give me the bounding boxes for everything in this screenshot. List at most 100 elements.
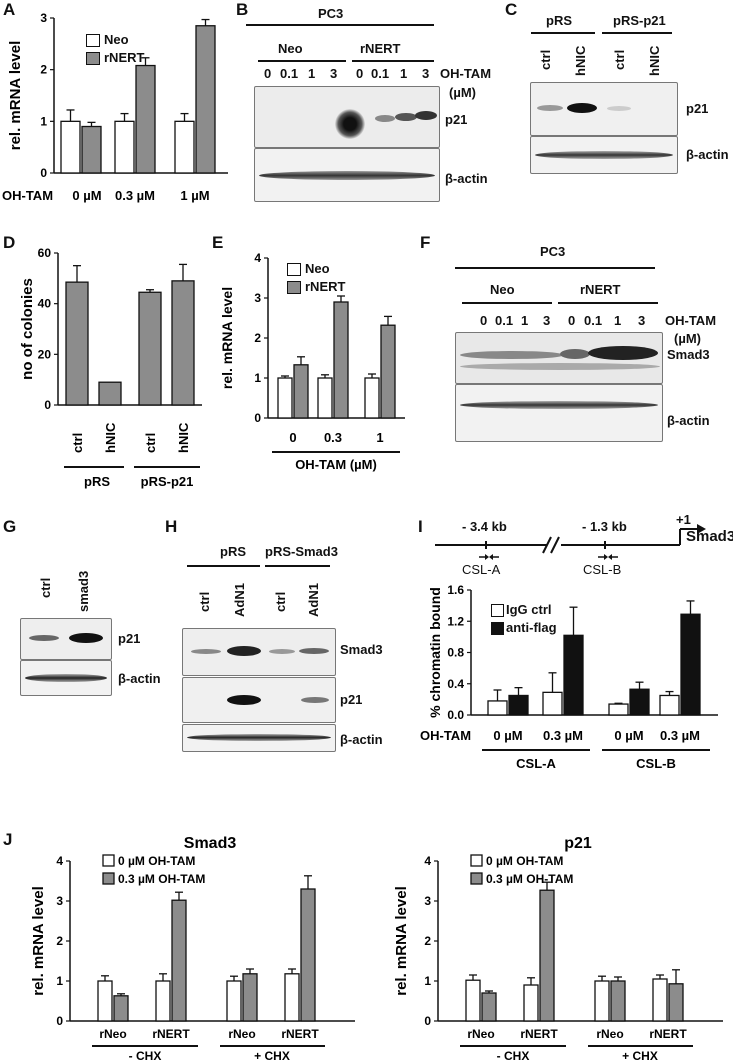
a-xlabel-0: 0 µM bbox=[72, 188, 101, 203]
h-blot-smad3 bbox=[182, 628, 336, 676]
e-neo-0-bar bbox=[277, 377, 293, 419]
panel-label-f: F bbox=[420, 233, 431, 252]
e-legend-swatch-rnert bbox=[287, 281, 301, 294]
i-igg-1-bar bbox=[542, 691, 563, 716]
c-label-actin: β-actin bbox=[686, 147, 729, 162]
c-blot-actin bbox=[530, 136, 678, 174]
j2-oh0-3-bar bbox=[652, 978, 668, 1022]
f-blot-actin bbox=[455, 384, 663, 442]
j2-ytick-label-1: 1 bbox=[424, 974, 431, 988]
panel-label-g: G bbox=[3, 517, 17, 536]
h-lane-ctrl-1: ctrl bbox=[197, 591, 212, 612]
h-label-smad3: Smad3 bbox=[340, 642, 383, 657]
i-antiflag-1-bar bbox=[563, 634, 584, 716]
a-xlabel-1: 0.3 µM bbox=[115, 188, 155, 203]
d-xlabel-1: hNIC bbox=[103, 422, 118, 453]
a-neo-1-bar bbox=[114, 120, 135, 174]
j1-legend-0: 0 µM OH-TAM bbox=[118, 854, 195, 868]
e-rnert-1-bar bbox=[333, 301, 349, 419]
h-prs-line bbox=[187, 565, 260, 567]
g-lane-smad3: smad3 bbox=[76, 570, 91, 612]
f-dose-01a: 0.1 bbox=[495, 313, 514, 328]
j1-legend-swatch-1 bbox=[102, 872, 115, 885]
i-gene-smad3: Smad3 bbox=[686, 528, 733, 545]
i-cslb-site: CSL-B bbox=[583, 562, 622, 577]
e-neo-2-bar bbox=[364, 377, 380, 419]
j2-oh03-1-bar bbox=[539, 889, 555, 1022]
j2-oh03-2-bar bbox=[610, 980, 626, 1022]
panel-label-i: I bbox=[418, 517, 423, 536]
h-label-p21: p21 bbox=[340, 692, 363, 707]
b-um: (µM) bbox=[449, 85, 476, 100]
h-lane-adn1-2: AdN1 bbox=[306, 583, 321, 617]
a-ytick-label-3: 3 bbox=[40, 11, 47, 25]
i-primer-arrows-b bbox=[598, 554, 618, 560]
j2-oh03-0-bar bbox=[481, 992, 497, 1022]
j1-group-mchx: - CHX bbox=[129, 1049, 162, 1062]
e-ylabel: rel. mRNA level bbox=[219, 287, 235, 389]
j1-ytick-label-4: 4 bbox=[56, 854, 63, 868]
j1-oh0-1-bar bbox=[155, 980, 171, 1022]
chart-j-smad3: 0 1 2 3 4 rel. mRNA level Smad3 rNeo rNERT rNeo rN… bbox=[30, 835, 355, 1062]
e-rnert-2-bar bbox=[380, 324, 396, 419]
e-ytick-label-2: 2 bbox=[254, 331, 261, 345]
c-lane-ctrl-2: ctrl bbox=[612, 49, 627, 70]
d-group-prsp21: pRS-p21 bbox=[141, 474, 194, 489]
j1-oh03-1-bar bbox=[171, 899, 187, 1022]
b-label-p21: p21 bbox=[445, 112, 468, 127]
d-ytick-label-0: 0 bbox=[44, 398, 51, 412]
i-antiflag-3-bar bbox=[680, 613, 701, 716]
c-lane-ctrl-1: ctrl bbox=[538, 49, 553, 70]
e-ytick-label-4: 4 bbox=[254, 251, 261, 265]
g-label-p21: p21 bbox=[118, 631, 141, 646]
f-ohtam: OH-TAM bbox=[665, 313, 717, 328]
d-xlabel-0: ctrl bbox=[70, 433, 85, 453]
f-rnert-line bbox=[558, 302, 658, 304]
b-group-rnert: rNERT bbox=[360, 41, 401, 56]
c-group-prs: pRS bbox=[546, 13, 572, 28]
i-ytick-label-3: 1.2 bbox=[447, 614, 464, 628]
j2-oh0-0-bar bbox=[465, 979, 481, 1022]
chart-i: 0.0 0.4 0.8 1.2 1.6 % chromatin bound 0 µM 0.3 … bbox=[420, 583, 718, 771]
j2-title: p21 bbox=[564, 835, 592, 852]
e-legend-swatch-neo bbox=[287, 263, 301, 276]
j2-legend-swatch-0 bbox=[470, 854, 483, 867]
d-1-bar bbox=[98, 381, 122, 406]
panel-label-b: B bbox=[236, 0, 249, 19]
b-blot-p21 bbox=[254, 86, 440, 148]
g-lane-ctrl: ctrl bbox=[38, 577, 53, 598]
h-label-actin: β-actin bbox=[340, 732, 383, 747]
a-legend-rnert: rNERT bbox=[104, 50, 145, 65]
j1-oh0-0-bar bbox=[97, 980, 113, 1022]
e-xlabel-2: 1 bbox=[376, 430, 383, 445]
i-csla-site: CSL-A bbox=[462, 562, 501, 577]
b-label-actin: β-actin bbox=[445, 171, 488, 186]
b-dose-3b: 3 bbox=[422, 66, 430, 81]
f-neo-line bbox=[462, 302, 552, 304]
j2-oh0-2-bar bbox=[594, 980, 610, 1022]
j1-title: Smad3 bbox=[184, 835, 237, 852]
b-dose-1b: 1 bbox=[400, 66, 408, 81]
a-legend-swatch-rnert bbox=[86, 52, 100, 65]
b-blot-actin bbox=[254, 148, 440, 202]
j2-ylabel: rel. mRNA level bbox=[393, 886, 410, 996]
i-ytick-label-0: 0.0 bbox=[447, 708, 464, 722]
j1-xlabel-0: rNeo bbox=[99, 1027, 126, 1041]
d-xlabel-2: ctrl bbox=[143, 433, 158, 453]
j1-xlabel-3: rNERT bbox=[281, 1027, 319, 1041]
j1-xlabel-1: rNERT bbox=[152, 1027, 190, 1041]
a-ytick-label-0: 0 bbox=[40, 166, 47, 180]
h-lane-ctrl-2: ctrl bbox=[273, 591, 288, 612]
d-ylabel: no of colonies bbox=[19, 278, 36, 380]
chart-j-p21: 0 1 2 3 4 rel. mRNA level p21 rNeo rNERT rNeo rNER… bbox=[393, 835, 723, 1062]
a-neo-2-bar bbox=[174, 120, 195, 174]
f-dose-0b: 0 bbox=[568, 313, 576, 328]
panel-label-d: D bbox=[3, 233, 16, 252]
f-cell-line: PC3 bbox=[540, 244, 566, 259]
c-lane-hnic-2: hNIC bbox=[647, 45, 662, 76]
j2-oh03-3-bar bbox=[668, 983, 684, 1022]
f-dose-0a: 0 bbox=[480, 313, 488, 328]
j2-xlabel-1: rNERT bbox=[520, 1027, 558, 1041]
i-antiflag-0-bar bbox=[508, 694, 529, 716]
j1-oh03-0-bar bbox=[113, 995, 129, 1022]
